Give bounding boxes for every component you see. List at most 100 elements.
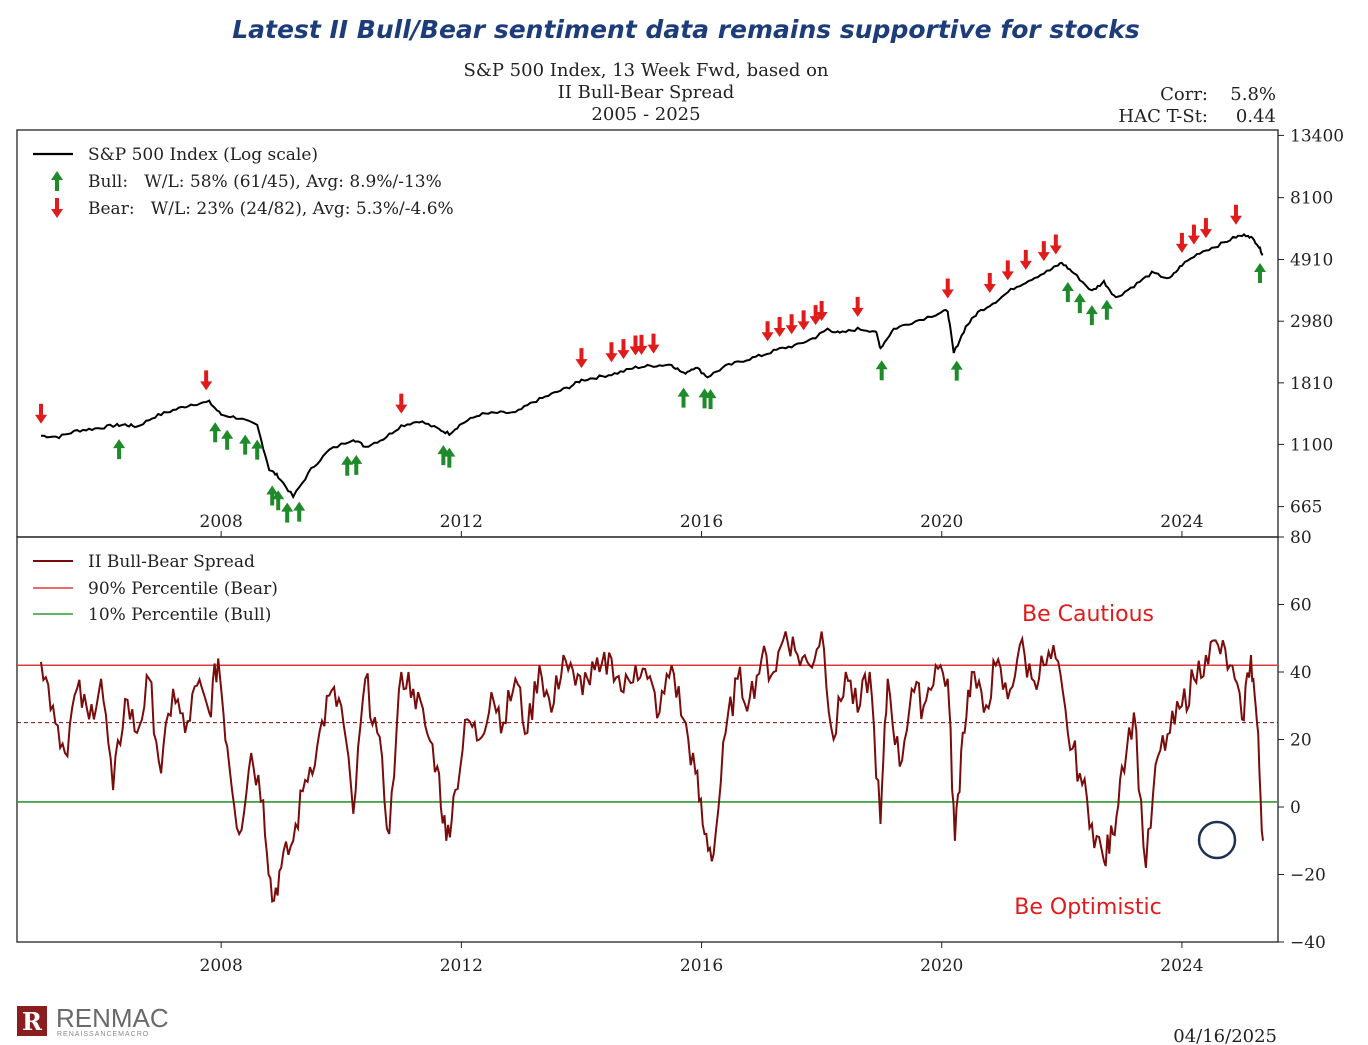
top-x-tick-label: 2024 xyxy=(1160,512,1203,532)
legend-bull-label: Bull: W/L: 58% (61/45), Avg: 8.9%/-13% xyxy=(88,172,442,192)
bull-signal-arrow xyxy=(1253,263,1266,284)
bear-signal-arrow xyxy=(797,310,810,331)
bull-signal-arrow xyxy=(272,490,285,511)
bull-signal-arrow xyxy=(698,388,711,409)
corr-label: Corr: xyxy=(1160,84,1208,105)
bull-signal-arrow xyxy=(221,429,234,450)
top-y-tick-label: 8100 xyxy=(1290,189,1333,209)
bull-signal-arrow xyxy=(437,445,450,466)
bull-signal-arrow xyxy=(1061,281,1074,302)
bull-signal-arrow xyxy=(281,502,294,523)
bull-signal-arrow xyxy=(950,360,963,381)
bear-signal-arrow xyxy=(617,339,630,360)
legend-bear-arrow-icon xyxy=(51,198,63,218)
bull-signal-arrow xyxy=(1073,293,1086,314)
logo-sub: RENAISSANCEMACRO xyxy=(57,1031,149,1038)
sp500-index-line xyxy=(41,233,1264,500)
bear-signal-arrow xyxy=(941,278,954,299)
legend-bear-pct-label: 90% Percentile (Bear) xyxy=(88,579,278,599)
bottom-axes: 80 60 40 20 0 −20 −40 2008 2012 2016 2020 2024 xyxy=(200,528,1326,976)
subtitle-line-2: II Bull-Bear Spread xyxy=(558,82,735,103)
bear-signal-arrow xyxy=(773,317,786,338)
bear-signal-arrow xyxy=(1175,232,1188,253)
bottom-x-tick-label: 2016 xyxy=(680,956,723,976)
bottom-y-tick-label: −20 xyxy=(1290,866,1326,886)
top-y-tick-label: 4910 xyxy=(1290,251,1333,271)
svg-text:R: R xyxy=(22,1007,43,1036)
bear-signal-arrow xyxy=(395,393,408,414)
top-x-tick-label: 2012 xyxy=(440,512,483,532)
tstat-label: HAC T-St: xyxy=(1118,106,1208,127)
legend-index-label: S&P 500 Index (Log scale) xyxy=(88,145,318,165)
bull-signal-arrow xyxy=(443,447,456,468)
bear-signal-arrow xyxy=(809,305,822,326)
bear-signal-arrow xyxy=(605,342,618,363)
bull-signal-arrow xyxy=(1085,305,1098,326)
signal-arrows xyxy=(35,204,1266,523)
renmac-logo: R RENMAC RENAISSANCEMACRO xyxy=(17,1003,169,1038)
bear-signal-arrow xyxy=(1199,218,1212,239)
bottom-y-tick-label: 40 xyxy=(1290,663,1312,683)
top-y-tick-label: 665 xyxy=(1290,498,1322,518)
bull-signal-arrow xyxy=(677,387,690,408)
subtitle-line-3: 2005 - 2025 xyxy=(591,104,700,125)
bottom-x-tick-label: 2008 xyxy=(200,956,243,976)
bottom-x-tick-label: 2020 xyxy=(920,956,963,976)
bear-signal-arrow xyxy=(785,314,798,335)
bottom-y-tick-label: 20 xyxy=(1290,731,1312,751)
bull-signal-arrow xyxy=(350,454,363,475)
bull-bear-spread-line xyxy=(40,631,1264,904)
bottom-y-tick-label: 80 xyxy=(1290,528,1312,548)
headline: Latest II Bull/Bear sentiment data remai… xyxy=(232,15,1140,44)
bull-signal-arrow xyxy=(266,485,279,506)
bear-signal-arrow xyxy=(1037,241,1050,262)
bull-signal-arrow xyxy=(113,439,126,460)
bull-signal-arrow xyxy=(1100,299,1113,320)
top-axes: 665 1100 1810 2980 4910 8100 13400 2008 2012 2016… xyxy=(200,126,1344,537)
bull-signal-arrow xyxy=(251,439,264,460)
legend-bear-label: Bear: W/L: 23% (24/82), Avg: 5.3%/-4.6% xyxy=(88,199,454,219)
bear-signal-arrow xyxy=(1001,260,1014,281)
bear-signal-arrow xyxy=(1229,204,1242,225)
corr-value: 5.8% xyxy=(1230,84,1276,105)
tstat-value: 0.44 xyxy=(1236,106,1276,127)
top-y-tick-label: 1810 xyxy=(1290,374,1333,394)
report-date: 04/16/2025 xyxy=(1173,1026,1277,1045)
bear-signal-arrow xyxy=(761,321,774,342)
top-x-tick-label: 2020 xyxy=(920,512,963,532)
bear-signal-arrow xyxy=(200,370,213,391)
legend-bull-arrow-icon xyxy=(51,171,63,191)
bear-signal-arrow xyxy=(1019,249,1032,270)
bear-signal-arrow xyxy=(1187,224,1200,245)
top-y-tick-label: 13400 xyxy=(1290,126,1344,146)
top-x-tick-label: 2016 xyxy=(680,512,723,532)
top-x-tick-label: 2008 xyxy=(200,512,243,532)
bull-signal-arrow xyxy=(875,360,888,381)
bottom-x-tick-label: 2012 xyxy=(440,956,483,976)
bear-signal-arrow xyxy=(629,335,642,356)
bull-signal-arrow xyxy=(293,501,306,522)
bottom-y-tick-label: 60 xyxy=(1290,596,1312,616)
bear-signal-arrow xyxy=(575,348,588,369)
bottom-y-tick-label: −40 xyxy=(1290,933,1326,953)
bear-signal-arrow xyxy=(983,273,996,294)
bear-signal-arrow xyxy=(1049,234,1062,255)
logo-name: RENMAC xyxy=(56,1003,169,1033)
latest-reading-circle xyxy=(1197,820,1237,860)
top-y-tick-label: 1100 xyxy=(1290,435,1333,455)
bear-signal-arrow xyxy=(35,403,48,424)
bear-signal-arrow xyxy=(647,333,660,354)
bear-signal-arrow xyxy=(851,296,864,317)
bull-signal-arrow xyxy=(209,422,222,443)
be-optimistic-annotation: Be Optimistic xyxy=(1014,895,1161,920)
subtitle-line-1: S&P 500 Index, 13 Week Fwd, based on xyxy=(463,60,828,81)
bull-signal-arrow xyxy=(704,389,717,410)
legend-bull-pct-label: 10% Percentile (Bull) xyxy=(88,605,271,625)
bear-signal-arrow xyxy=(815,301,828,322)
legend-spread-label: II Bull-Bear Spread xyxy=(88,552,255,572)
bull-signal-arrow xyxy=(341,455,354,476)
bottom-y-tick-label: 0 xyxy=(1290,798,1301,818)
bear-signal-arrow xyxy=(635,334,648,355)
be-cautious-annotation: Be Cautious xyxy=(1022,602,1154,627)
